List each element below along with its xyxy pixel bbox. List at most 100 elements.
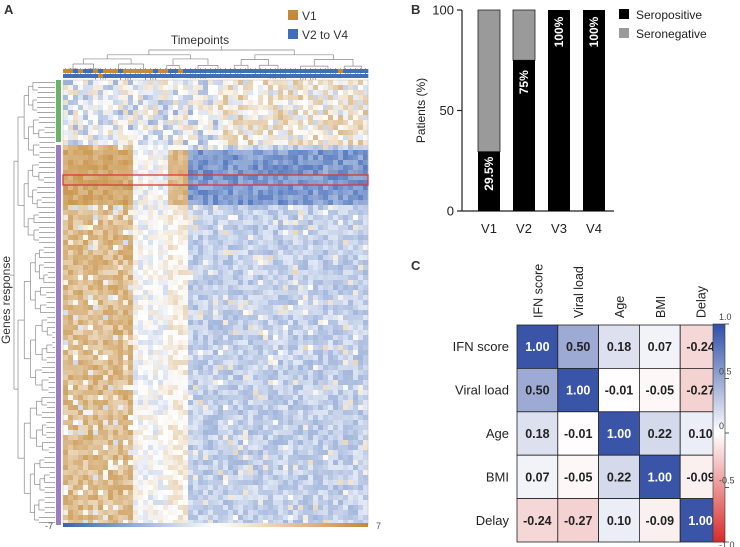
heatmap-cell <box>68 225 74 231</box>
heatmap-cell <box>73 150 79 156</box>
timepoint-marker <box>293 74 299 78</box>
heatmap-cell <box>238 315 244 321</box>
heatmap-cell <box>93 440 99 446</box>
heatmap-cell <box>238 395 244 401</box>
heatmap-cell <box>143 415 149 421</box>
heatmap-cell <box>168 365 174 371</box>
heatmap-cell <box>328 185 334 191</box>
heatmap-cell <box>83 90 89 96</box>
heatmap-cell <box>198 430 204 436</box>
heatmap-cell <box>158 400 164 406</box>
timepoint-marker <box>363 69 369 73</box>
heatmap-cell <box>158 445 164 451</box>
heatmap-cell <box>323 95 329 101</box>
heatmap-cell <box>248 280 254 286</box>
heatmap-cell <box>113 265 119 271</box>
heatmap-cell <box>123 335 129 341</box>
heatmap-cell <box>293 115 299 121</box>
heatmap-cell <box>183 120 189 126</box>
heatmap-cell <box>223 260 229 266</box>
heatmap-cell <box>353 400 359 406</box>
heatmap-cell <box>338 230 344 236</box>
heatmap-cell <box>153 385 159 391</box>
heatmap-cell <box>158 410 164 416</box>
heatmap-cell <box>83 100 89 106</box>
heatmap-cell <box>213 400 219 406</box>
heatmap-cell <box>358 430 364 436</box>
heatmap-cell <box>163 115 169 121</box>
heatmap-cell <box>268 470 274 476</box>
heatmap-cell <box>88 435 94 441</box>
heatmap-cell <box>188 160 194 166</box>
heatmap-cell <box>348 415 354 421</box>
heatmap-cell <box>203 290 209 296</box>
heatmap-cell <box>103 370 109 376</box>
heatmap-cell <box>193 410 199 416</box>
heatmap-cell <box>348 155 354 161</box>
heatmap-cell <box>248 370 254 376</box>
heatmap-cell <box>328 460 334 466</box>
heatmap-cell <box>88 180 94 186</box>
heatmap-cell <box>283 255 289 261</box>
heatmap-cell <box>68 100 74 106</box>
heatmap-cell <box>148 455 154 461</box>
heatmap-cell <box>258 200 264 206</box>
heatmap-cell <box>93 240 99 246</box>
heatmap-cell <box>153 165 159 171</box>
heatmap-cell <box>238 330 244 336</box>
heatmap-cell <box>133 185 139 191</box>
heatmap-cell <box>238 325 244 331</box>
timepoint-marker <box>63 69 69 73</box>
heatmap-cell <box>233 115 239 121</box>
heatmap-cell <box>238 420 244 426</box>
heatmap-cell <box>293 380 299 386</box>
heatmap-cell <box>318 120 324 126</box>
heatmap-cell <box>313 455 319 461</box>
heatmap-cell <box>193 475 199 481</box>
heatmap-cell <box>103 280 109 286</box>
heatmap-cell <box>328 95 334 101</box>
heatmap-cell <box>118 375 124 381</box>
heatmap-cell <box>128 100 134 106</box>
heatmap-cell <box>238 455 244 461</box>
heatmap-cell <box>223 200 229 206</box>
heatmap-cell <box>323 305 329 311</box>
heatmap-cell <box>213 255 219 261</box>
heatmap-cell <box>248 415 254 421</box>
heatmap-cell <box>198 435 204 441</box>
heatmap-cell <box>183 460 189 466</box>
heatmap-cell <box>308 370 314 376</box>
heatmap-cell <box>233 420 239 426</box>
heatmap-cell <box>133 90 139 96</box>
heatmap-cell <box>293 295 299 301</box>
heatmap-cell <box>193 415 199 421</box>
heatmap-cell <box>318 320 324 326</box>
heatmap-cell <box>173 160 179 166</box>
heatmap-cell <box>138 410 144 416</box>
heatmap-cell <box>78 220 84 226</box>
heatmap-cell <box>338 360 344 366</box>
heatmap-cell <box>163 435 169 441</box>
heatmap-cell <box>108 285 114 291</box>
heatmap-cell <box>308 410 314 416</box>
heatmap-cell <box>293 405 299 411</box>
heatmap-cell <box>228 320 234 326</box>
heatmap-cell <box>193 230 199 236</box>
heatmap-cell <box>188 380 194 386</box>
heatmap-cell <box>163 150 169 156</box>
heatmap-cell <box>168 160 174 166</box>
heatmap-cell <box>78 330 84 336</box>
heatmap-cell <box>303 415 309 421</box>
timepoint-marker <box>348 69 354 73</box>
heatmap-cell <box>118 145 124 151</box>
heatmap-cell <box>203 445 209 451</box>
heatmap-cell <box>83 115 89 121</box>
heatmap-cell <box>348 250 354 256</box>
timepoint-marker <box>68 74 74 78</box>
heatmap-cell <box>318 275 324 281</box>
heatmap-cell <box>258 335 264 341</box>
heatmap-cell <box>218 315 224 321</box>
heatmap-cell <box>323 230 329 236</box>
heatmap-cell <box>233 315 239 321</box>
heatmap-cell <box>213 415 219 421</box>
